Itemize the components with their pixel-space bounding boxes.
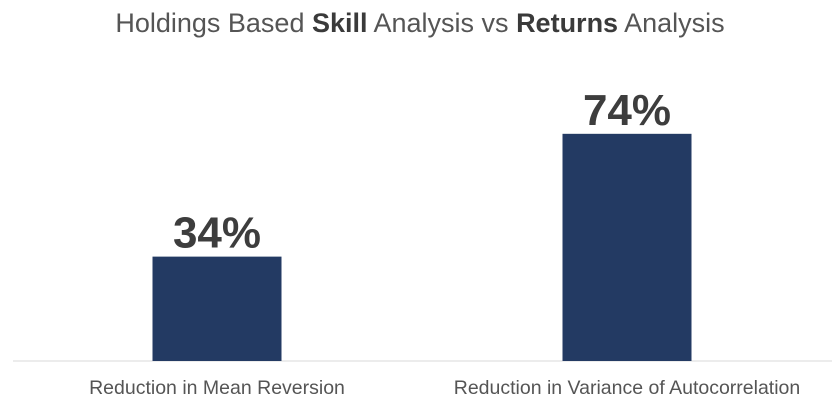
category-label-mean-reversion: Reduction in Mean Reversion	[89, 377, 345, 399]
category-label-variance-autocorrelation: Reduction in Variance of Autocorrelation	[454, 377, 801, 399]
title-part: Holdings Based	[115, 8, 312, 38]
title-part-bold: Returns	[516, 8, 619, 38]
bar-variance-autocorrelation	[562, 133, 692, 361]
bar-mean-reversion	[152, 256, 282, 361]
data-label-mean-reversion: 34%	[173, 209, 261, 258]
title-part: Analysis	[618, 8, 725, 38]
title-part-bold: Skill	[311, 8, 368, 38]
title-part: Analysis vs	[367, 8, 517, 38]
data-label-variance-autocorrelation: 74%	[583, 86, 671, 135]
chart-title: Holdings Based Skill Analysis vs Returns…	[0, 8, 840, 39]
